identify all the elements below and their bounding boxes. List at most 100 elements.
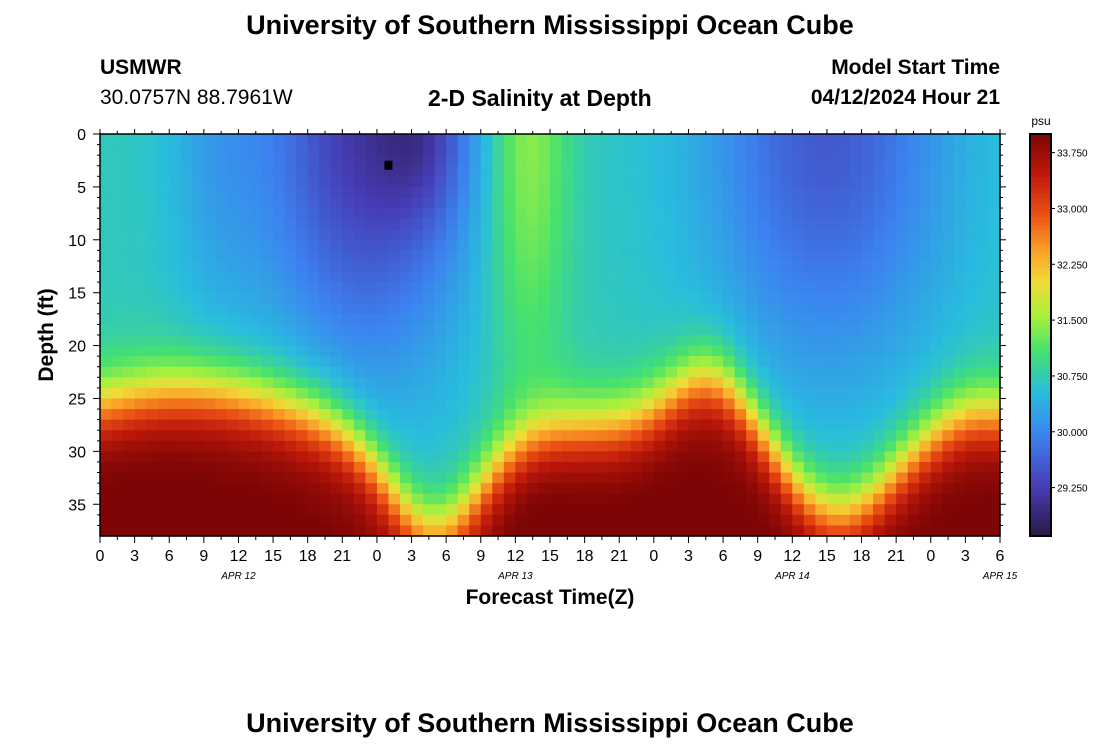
heatmap-cell [757, 165, 770, 177]
heatmap-cell [711, 472, 724, 484]
heatmap-cell [146, 483, 159, 495]
heatmap-cell [884, 356, 897, 368]
heatmap-cell [826, 440, 840, 452]
heatmap-cell [215, 430, 228, 442]
heatmap-cell [665, 483, 678, 495]
heatmap-cell [261, 366, 274, 378]
heatmap-cell [780, 282, 793, 294]
heatmap-cell [942, 345, 955, 357]
heatmap-cell [526, 514, 540, 527]
heatmap-cell [111, 313, 124, 326]
heatmap-cell [803, 356, 816, 368]
heatmap-cell [434, 430, 447, 442]
heatmap-cell [769, 493, 782, 505]
heatmap-cell [746, 229, 759, 241]
heatmap-cell [169, 144, 182, 156]
colorbar-segment [1030, 343, 1051, 348]
heatmap-cell [226, 419, 240, 431]
heatmap-cell [792, 440, 805, 452]
heatmap-cell [284, 398, 297, 410]
heatmap-cell [100, 197, 113, 209]
heatmap-cell [192, 398, 205, 410]
heatmap-cell [723, 419, 736, 431]
heatmap-cell [746, 271, 759, 283]
heatmap-cell [803, 176, 816, 188]
heatmap-cell [192, 324, 205, 336]
heatmap-cell [365, 504, 378, 516]
heatmap-cell [792, 218, 805, 230]
heatmap-cell [215, 335, 228, 347]
heatmap-cell [434, 260, 447, 273]
heatmap-cell [400, 430, 413, 442]
heatmap-cell [688, 398, 701, 410]
heatmap-cell [919, 176, 932, 188]
heatmap-cell [953, 525, 966, 537]
heatmap-cell [180, 472, 193, 484]
heatmap-cell [815, 483, 828, 495]
heatmap-cell [907, 387, 920, 400]
heatmap-cell [215, 218, 228, 230]
heatmap-cell [953, 282, 966, 294]
heatmap-cell [711, 260, 724, 273]
heatmap-cell [757, 176, 770, 188]
heatmap-cell [953, 250, 966, 262]
heatmap-cell [411, 324, 424, 336]
heatmap-cell [596, 208, 609, 220]
heatmap-cell [538, 472, 551, 484]
heatmap-cell [296, 271, 309, 283]
heatmap-cell [376, 387, 390, 400]
heatmap-cell [953, 303, 966, 315]
heatmap-cell [596, 239, 609, 251]
heatmap-cell [238, 377, 251, 389]
heatmap-cell [942, 504, 955, 516]
heatmap-cell [896, 461, 909, 474]
heatmap-cell [642, 208, 655, 220]
heatmap-cell [503, 260, 516, 273]
heatmap-cell [919, 398, 932, 410]
heatmap-cell [907, 398, 920, 410]
heatmap-cell [803, 165, 816, 177]
heatmap-cell [492, 493, 505, 505]
x-tick-label: 15 [818, 548, 836, 565]
heatmap-cell [584, 430, 597, 442]
heatmap-cell [561, 260, 574, 273]
heatmap-cell [319, 504, 332, 516]
heatmap-cell [596, 260, 609, 273]
heatmap-cell [515, 525, 528, 537]
heatmap-cell [965, 229, 978, 241]
heatmap-cell [596, 451, 609, 463]
heatmap-cell [953, 176, 966, 188]
heatmap-cell [919, 197, 932, 209]
heatmap-cell [700, 398, 713, 410]
heatmap-cell [319, 134, 332, 146]
heatmap-cell [446, 208, 459, 220]
heatmap-cell [261, 419, 274, 431]
heatmap-cell [226, 409, 240, 421]
heatmap-cell [261, 155, 274, 167]
heatmap-cell [446, 292, 459, 304]
heatmap-cell [538, 186, 551, 199]
heatmap-cell [353, 345, 366, 357]
x-tick-label: 3 [130, 548, 139, 565]
heatmap-cell [123, 419, 136, 431]
heatmap-cell [884, 282, 897, 294]
heatmap-cell [538, 430, 551, 442]
heatmap-cell [388, 440, 401, 452]
heatmap-cell [250, 440, 263, 452]
heatmap-cell [134, 483, 147, 495]
heatmap-cell [653, 165, 666, 177]
heatmap-cell [400, 493, 413, 505]
heatmap-cell [330, 292, 343, 304]
heatmap-cell [953, 218, 966, 230]
heatmap-cell [769, 430, 782, 442]
heatmap-cell [226, 186, 240, 199]
heatmap-cell [619, 451, 632, 463]
heatmap-cell [896, 271, 909, 283]
heatmap-cell [769, 461, 782, 474]
heatmap-cell [434, 134, 447, 146]
heatmap-cell [169, 366, 182, 378]
heatmap-cell [723, 208, 736, 220]
heatmap-cell [273, 155, 286, 167]
heatmap-cell [976, 387, 990, 400]
heatmap-cell [746, 461, 759, 474]
